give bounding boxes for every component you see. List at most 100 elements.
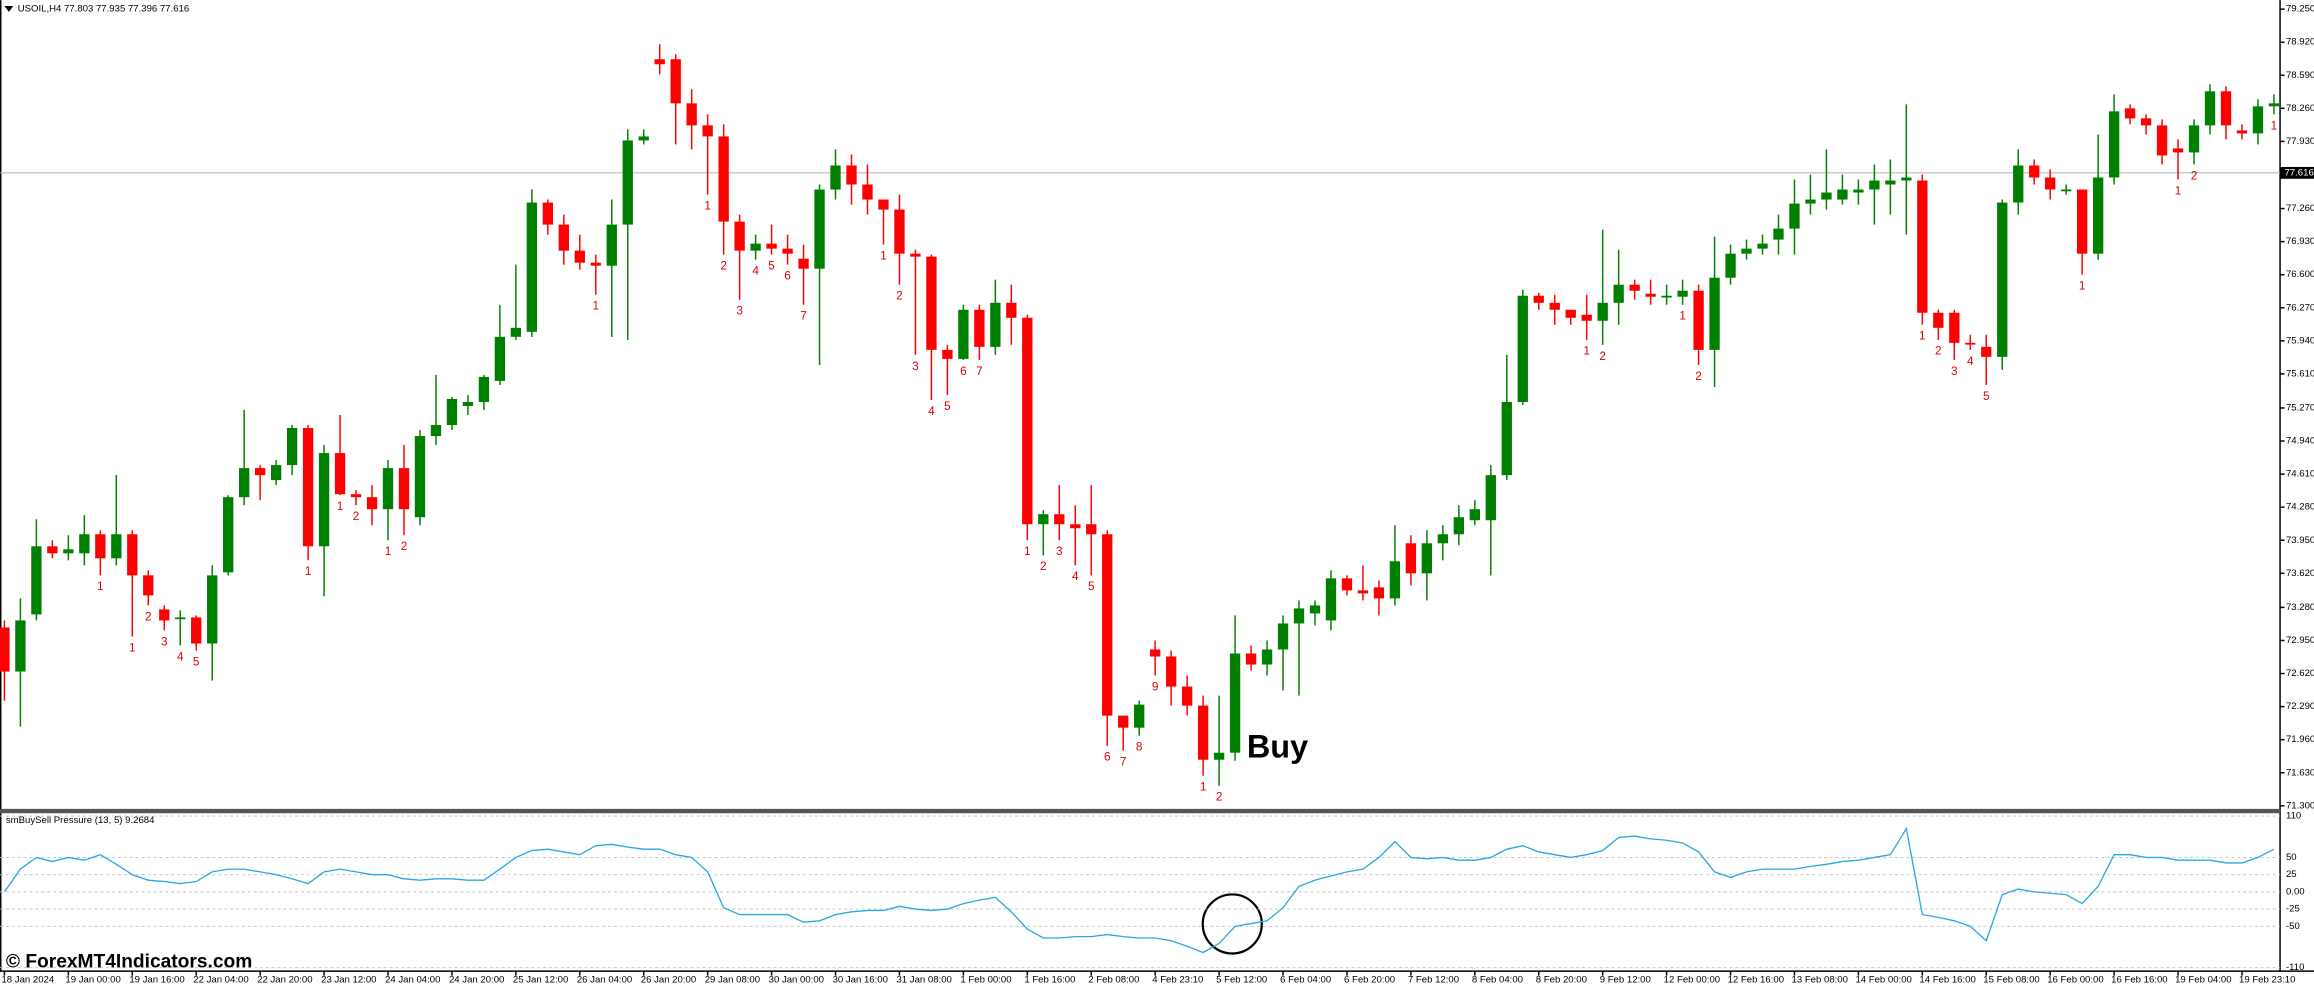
candle-body — [2156, 125, 2168, 156]
candle-body — [1405, 543, 1417, 574]
candle-body — [1629, 284, 1640, 291]
count-label: 3 — [1951, 364, 1958, 378]
candle-body — [1949, 312, 1960, 343]
count-label: 5 — [1983, 389, 1990, 403]
candle-body — [239, 468, 250, 498]
x-tick-label: 4 Feb 23:10 — [1152, 975, 1203, 986]
candle-body — [318, 453, 330, 547]
y-tick-label: 79.250 — [2286, 4, 2314, 15]
candle-body — [478, 376, 490, 402]
current-price-box — [2280, 166, 2314, 179]
candle-body — [1533, 295, 1544, 303]
candle-body — [111, 534, 122, 559]
count-label: 1 — [2175, 183, 2182, 197]
candle-body — [1885, 180, 1896, 185]
count-label: 5 — [193, 654, 200, 668]
count-label: 2 — [145, 609, 152, 623]
y-tick-label: 73.620 — [2286, 568, 2314, 579]
candle-body — [2013, 165, 2024, 203]
candle-body — [862, 184, 873, 200]
candle-body — [1006, 302, 1017, 318]
candle-body — [2220, 91, 2232, 126]
candle-body — [2268, 103, 2280, 107]
candle-body — [1022, 317, 1033, 525]
candle-body — [526, 202, 538, 332]
candle-body — [462, 401, 474, 406]
candle-body — [1901, 177, 1912, 181]
candle-body — [2092, 177, 2104, 254]
candle-body — [574, 250, 585, 263]
candle-body — [1373, 587, 1385, 599]
count-label: 1 — [129, 640, 136, 654]
x-tick-label: 8 Feb 20:00 — [1536, 975, 1587, 986]
candle-body — [638, 136, 649, 141]
count-label: 1 — [2079, 279, 2086, 293]
count-label: 5 — [944, 399, 951, 413]
y-tick-label: 76.600 — [2286, 269, 2314, 280]
candle-body — [654, 59, 665, 65]
count-label: 7 — [800, 309, 807, 323]
x-tick-label: 18 Jan 2024 — [1, 975, 54, 986]
candle-body — [95, 534, 106, 559]
candle-body — [1293, 608, 1305, 624]
candle-body — [942, 349, 953, 359]
count-label: 2 — [720, 259, 727, 273]
candle-body — [1038, 514, 1049, 525]
x-tick-label: 7 Feb 12:00 — [1408, 975, 1459, 986]
highlight-circle — [1201, 893, 1263, 955]
x-tick-label: 30 Jan 00:00 — [769, 975, 824, 986]
candle-body — [590, 262, 601, 266]
indicator-tick-label: -25 — [2286, 904, 2300, 915]
candle-body — [1549, 302, 1560, 310]
x-tick-label: 24 Jan 04:00 — [385, 975, 440, 986]
indicator-title: smBuySell Pressure (13, 5) 9.2684 — [6, 815, 155, 826]
x-tick-label: 29 Jan 08:00 — [705, 975, 760, 986]
candle-body — [1581, 314, 1592, 321]
count-label: 2 — [2191, 168, 2198, 182]
candle-body — [750, 243, 761, 251]
count-label: 2 — [1216, 790, 1223, 804]
candle-body — [1725, 253, 1736, 278]
y-tick-label: 78.920 — [2286, 37, 2314, 48]
candle-body — [1485, 475, 1496, 521]
candle-body — [31, 546, 42, 615]
x-tick-label: 26 Jan 04:00 — [577, 975, 632, 986]
candle-body — [15, 620, 26, 672]
candle-body — [494, 336, 506, 381]
candle-body — [63, 549, 74, 554]
menu-arrow[interactable] — [4, 6, 14, 12]
candle-body — [143, 575, 154, 596]
candle-body — [2140, 118, 2152, 126]
count-label: 1 — [704, 198, 711, 212]
x-tick-label: 31 Jan 08:00 — [896, 975, 951, 986]
candle-body — [2124, 108, 2136, 119]
x-tick-label: 12 Feb 00:00 — [1664, 975, 1720, 986]
count-label: 1 — [1583, 344, 1590, 358]
candle-body — [910, 253, 921, 257]
x-tick-label: 19 Feb 23:10 — [2239, 975, 2295, 986]
count-label: 1 — [337, 499, 344, 513]
x-tick-label: 6 Feb 04:00 — [1280, 975, 1331, 986]
count-label: 6 — [1104, 750, 1111, 764]
candle-body — [414, 436, 426, 518]
candle-body — [782, 248, 793, 254]
candle-body — [718, 136, 729, 222]
y-tick-label: 72.290 — [2286, 701, 2314, 712]
candle-body — [670, 59, 681, 104]
candle-body — [846, 165, 857, 185]
count-label: 8 — [1136, 740, 1143, 754]
count-label: 3 — [161, 634, 168, 648]
x-tick-label: 1 Feb 00:00 — [960, 975, 1011, 986]
candle-body — [894, 209, 905, 254]
candle-body — [302, 428, 314, 547]
x-tick-label: 15 Feb 08:00 — [1983, 975, 2039, 986]
count-label: 4 — [1967, 354, 1974, 368]
count-label: 3 — [736, 304, 743, 318]
watermark: © ForexMT4Indicators.com — [6, 951, 252, 972]
candle-body — [2204, 91, 2216, 126]
candle-body — [1150, 649, 1161, 657]
count-label: 3 — [912, 359, 919, 373]
candle-body — [1821, 192, 1832, 200]
candle-body — [1389, 561, 1401, 599]
